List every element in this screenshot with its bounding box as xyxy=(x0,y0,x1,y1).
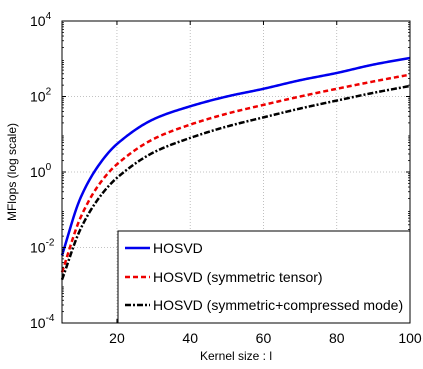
legend-label-compressed: HOSVD (symmetric+compressed mode) xyxy=(153,297,403,313)
series-line-0 xyxy=(60,56,411,256)
y-tick-label: 10-4 xyxy=(30,313,55,331)
y-tick-label: 102 xyxy=(30,87,52,105)
x-tick-label: 60 xyxy=(256,330,272,346)
legend-box xyxy=(117,230,411,324)
x-axis-label: Kernel size : l xyxy=(200,349,272,363)
y-tick-label: 10-2 xyxy=(30,238,55,256)
x-tick-label: 20 xyxy=(109,330,125,346)
tick-labels: 20 40 60 80 100 10-4 10-2 100 102 104 xyxy=(30,11,422,346)
x-tick-label: 40 xyxy=(182,330,198,346)
y-axis-label: MFlops (log scale) xyxy=(5,123,19,221)
legend-label-hosvd: HOSVD xyxy=(153,240,203,256)
series-line-2 xyxy=(60,84,411,281)
y-tick-label: 104 xyxy=(30,11,52,29)
x-tick-label: 80 xyxy=(329,330,345,346)
legend-label-symmetric: HOSVD (symmetric tensor) xyxy=(153,269,323,285)
series-lines xyxy=(60,56,411,281)
legend: HOSVD HOSVD (symmetric tensor) HOSVD (sy… xyxy=(117,230,411,324)
y-tick-label: 100 xyxy=(30,162,52,180)
x-tick-label: 100 xyxy=(398,330,422,346)
